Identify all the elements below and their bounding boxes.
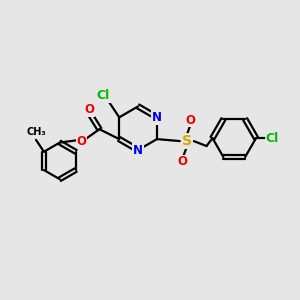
- Text: CH₃: CH₃: [26, 127, 46, 137]
- Text: O: O: [178, 155, 188, 168]
- Text: Cl: Cl: [265, 132, 278, 145]
- Text: N: N: [133, 143, 143, 157]
- Text: N: N: [152, 111, 162, 124]
- Text: O: O: [76, 135, 87, 148]
- Text: S: S: [182, 134, 192, 148]
- Text: Cl: Cl: [97, 89, 110, 102]
- Text: O: O: [186, 114, 196, 127]
- Text: O: O: [85, 103, 94, 116]
